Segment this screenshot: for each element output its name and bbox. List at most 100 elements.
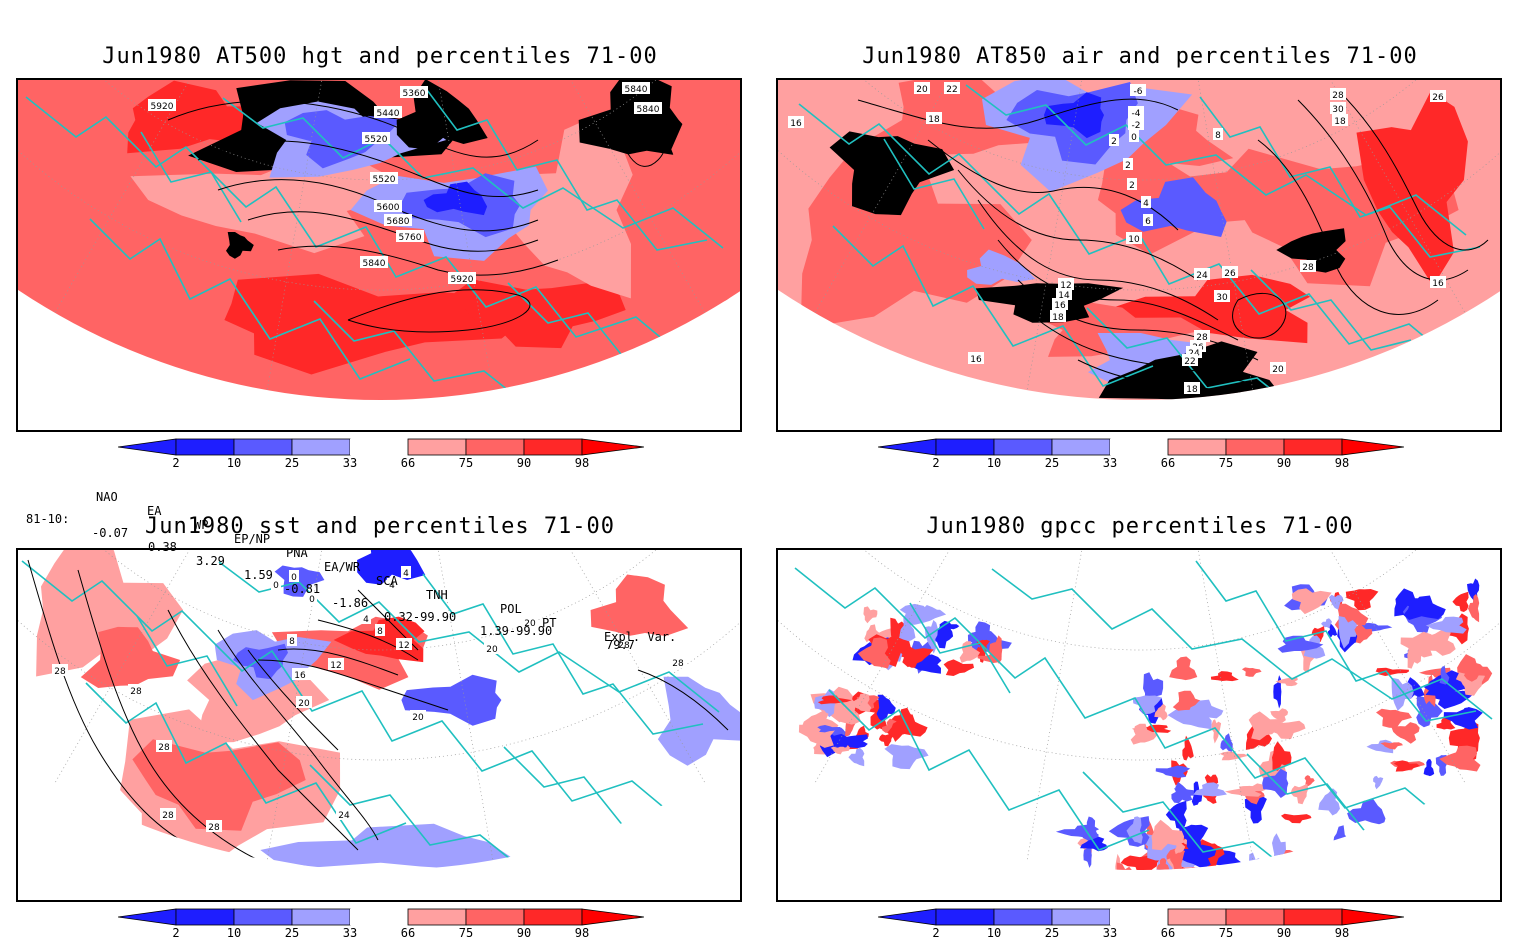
contour-label: 5840 [363,259,386,269]
contour-label: 12 [398,641,409,651]
percentile-area [1304,775,1315,787]
index-header: EA [147,504,162,518]
contour-label: -2 [1132,121,1141,131]
contour-label: 14 [1058,291,1070,301]
contour-label: 8 [377,627,383,637]
contour-label-bg [400,86,428,98]
map-panel-sst: 28 0 0 0 4 4 8 4 8 12 12 16 20 20 20 20 28 28 28 28 28 24 28 [16,548,742,902]
map-air: 20 221816-6-4-202822461012141618262830182… [778,80,1500,400]
contour-label: 5840 [625,85,648,95]
contour-line [167,609,359,851]
percentile-area [1244,795,1267,824]
percentile-area [1276,228,1346,273]
colorbar-segment [935,908,995,926]
colorbar-tick-label: 90 [1276,926,1292,940]
percentile-area [876,694,896,722]
colorbar-tick-label: 25 [284,926,300,940]
percentile-area [1290,783,1309,805]
colorbar-segment [175,438,235,456]
contour-label: 16 [1054,301,1066,311]
percentile-area [1403,595,1446,620]
contour-label: 0 [273,581,279,591]
contour-label-bg [156,740,172,752]
coastline [309,764,531,870]
percentile-area [907,654,942,674]
contour-label: -6 [1134,87,1143,97]
percentile-area [1330,880,1342,900]
map-gpcc [778,550,1500,900]
contour-label: 16 [294,671,306,681]
percentile-area [1154,703,1168,721]
contour-label-bg [328,658,344,670]
contour-label: 5920 [451,275,474,285]
contour-line [637,669,729,731]
percentile-area [975,283,1124,323]
colorbar-tick-label: 2 [172,926,180,940]
map-panel-air: 20 22 18 16 -6 -4 -2 0 2 8 2 2 4 6 10 12 14 16 18 26 28 30 18 2… [776,78,1502,432]
contour-label-bg [1143,214,1153,226]
colorbar-segment [407,438,467,456]
percentile-area [1380,742,1403,750]
colorbar-hgt: 2 10 25 33 66 75 90 98 [118,438,644,478]
contour-line [317,619,419,661]
contour-line [957,169,1199,281]
panel-title-gpcc: Jun1980 gpcc percentiles 71-00 [926,514,1354,539]
percentile-area [1356,91,1468,287]
contour-label-bg [448,272,476,284]
percentile-area [1393,760,1421,772]
indices-headers: NAO EA WP EP/NP PNA EA/WR SCA TNH POL PT… [24,476,724,644]
contour-label-bg [1128,106,1144,118]
map-clip-group: 20 221816-6-4-202822461012141618262830182… [778,80,1500,400]
contour-label-bg [1056,288,1072,300]
percentile-area [863,606,878,624]
coastline [1199,96,1481,258]
colorbar-tick-label: 90 [516,926,532,940]
contour-label: 5760 [399,233,422,243]
coastline [794,567,1466,839]
percentile-area [1375,667,1409,676]
contour-label-bg [622,82,650,94]
contour-label: 5520 [365,135,388,145]
contour-label-bg [374,106,402,118]
percentile-area [1241,667,1262,677]
colorbar-segment [407,908,467,926]
coastline [313,300,535,400]
contour-label-bg [1184,382,1200,394]
contour-label: 8 [289,637,295,647]
percentile-area [1362,841,1381,855]
coastline [89,218,411,380]
percentile-area [1425,616,1467,634]
colorbar-segment [465,908,525,926]
contour-label: 16 [970,355,982,365]
percentile-area [1273,675,1282,709]
contour-label-bg [1300,260,1316,272]
colorbar-segment [1283,908,1343,926]
contour-label-bg [944,82,960,94]
contour-label-bg [1213,128,1223,140]
percentile-area [1443,707,1483,730]
percentile-area [1115,853,1125,870]
colorbar-segment [233,438,293,456]
contour-label: 2 [1129,181,1135,191]
colorbar-tick-label: 98 [1334,456,1350,470]
contour-label: 20 [916,85,928,95]
indices-values: 81-10: -0.07 0.38 3.29 1.59 -0.81 -1.86 … [24,498,724,652]
colorbar-tick-label: 10 [226,926,242,940]
contour-label: 0 [309,595,315,605]
percentile-area [1174,838,1186,855]
coastline [422,573,704,735]
contour-label: 4 [363,615,369,625]
contour-line [857,98,1179,129]
percentile-area [1248,711,1283,741]
percentile-area [423,181,488,216]
percentile-area [1177,867,1202,870]
coastline [832,225,1154,387]
percentile-area [905,652,923,668]
percentile-area [130,155,398,254]
contour-label-bg [1330,88,1346,100]
percentile-area [1332,848,1362,870]
contour-label-bg [914,82,930,94]
index-value: -0.81 [284,582,321,596]
colorbar-segment [350,439,408,455]
coastline [21,560,693,832]
